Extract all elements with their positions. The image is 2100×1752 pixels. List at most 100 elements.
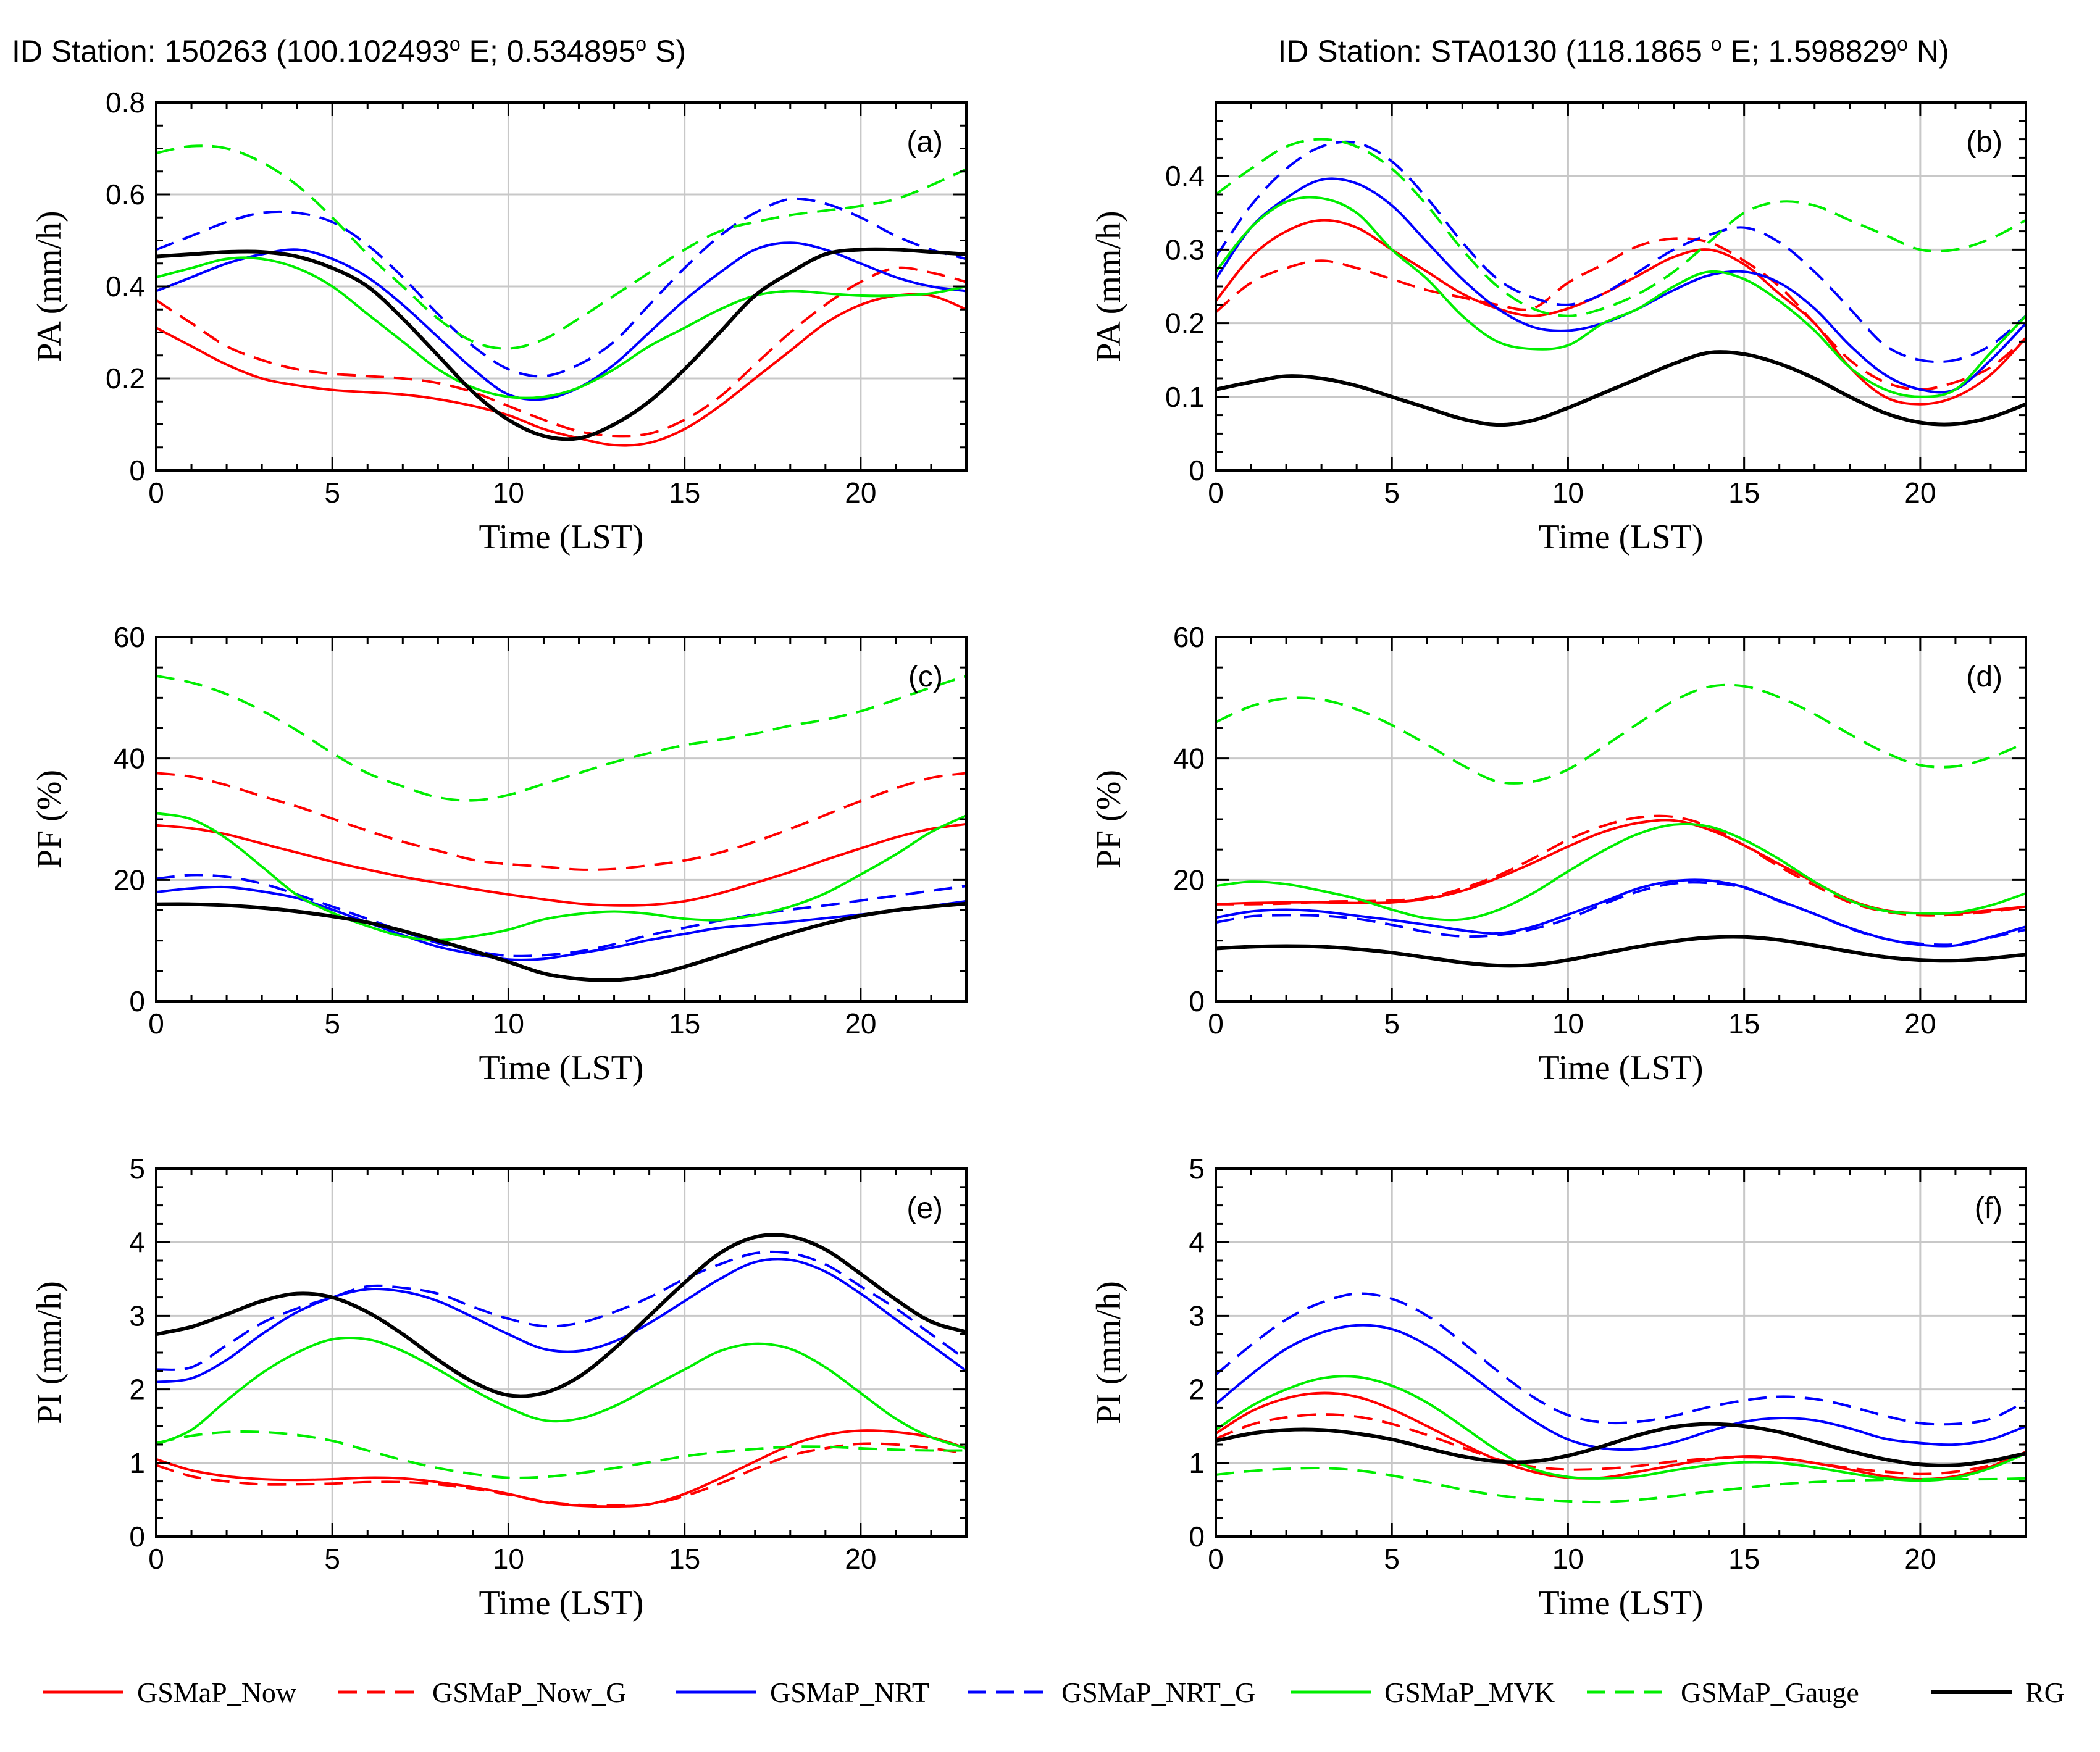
- x-tick-label-15-panel-f: 15: [1728, 1543, 1760, 1575]
- y-axis-label-panel-e: PI (mm/h): [30, 1281, 69, 1424]
- x-tick-label-20-panel-e: 20: [845, 1543, 876, 1575]
- y-tick-label-40-panel-d: 40: [1173, 743, 1205, 775]
- series-line-gsmap-gauge-panel-d: [1216, 683, 2026, 785]
- y-tick-label-0-2-panel-a: 0.2: [106, 362, 145, 394]
- y-tick-label-60-panel-d: 60: [1173, 621, 1205, 653]
- y-axis-label-panel-c: PF (%): [30, 770, 69, 869]
- series-line-gsmap-nrt-g-panel-d: [1216, 881, 2026, 946]
- x-tick-label-5-panel-b: 5: [1384, 477, 1400, 509]
- series-line-gsmap-nrt-g-panel-e: [156, 1250, 966, 1371]
- series-line-gsmap-now-g-panel-a: [156, 266, 966, 438]
- series-line-rg-panel-e: [156, 1233, 966, 1398]
- series-line-gsmap-mvk-panel-f: [1216, 1375, 2026, 1482]
- series-line-gsmap-gauge-panel-b: [1216, 138, 2026, 317]
- y-tick-label-2-panel-e: 2: [129, 1374, 145, 1406]
- panel-b-pa-station-sta0130: 0 5 10 15 20 0 0.1 0.2 0.3 0.4 Time (LST) PA (mm/h)…: [1090, 101, 2027, 556]
- panel-label-a: (a): [906, 126, 943, 159]
- series-line-gsmap-mvk-panel-a: [156, 256, 966, 399]
- x-tick-label-10-panel-d: 10: [1552, 1007, 1584, 1040]
- series-line-rg-panel-f: [1216, 1422, 2026, 1467]
- series-line-gsmap-mvk-panel-c: [156, 812, 966, 941]
- legend-label-gsmap-mvk: GSMaP_MVK: [1384, 1677, 1555, 1708]
- series-line-rg-panel-b: [1216, 350, 2026, 427]
- x-axis-label-panel-c: Time (LST): [479, 1049, 643, 1087]
- series-line-gsmap-mvk-panel-d: [1216, 822, 2026, 922]
- legend-label-rg: RG: [2025, 1677, 2065, 1708]
- legend-label-gsmap-now: GSMaP_Now: [137, 1677, 297, 1708]
- x-tick-label-10-panel-a: 10: [493, 477, 524, 509]
- x-axis-label-panel-e: Time (LST): [479, 1584, 643, 1622]
- y-axis-label-panel-a: PA (mm/h): [30, 211, 69, 362]
- x-tick-label-5-panel-a: 5: [324, 477, 340, 509]
- x-tick-label-5-panel-f: 5: [1384, 1543, 1400, 1575]
- x-tick-label-5-panel-d: 5: [1384, 1007, 1400, 1040]
- x-axis-label-panel-f: Time (LST): [1538, 1584, 1703, 1622]
- y-tick-label-60-panel-c: 60: [114, 621, 145, 653]
- x-tick-label-5-panel-e: 5: [324, 1543, 340, 1575]
- x-tick-label-5-panel-c: 5: [324, 1007, 340, 1040]
- x-tick-label-20-panel-f: 20: [1904, 1543, 1936, 1575]
- series-line-gsmap-gauge-panel-e: [156, 1430, 966, 1479]
- y-axis-label-panel-f: PI (mm/h): [1090, 1281, 1128, 1424]
- y-tick-label-2-panel-f: 2: [1189, 1374, 1205, 1406]
- x-tick-label-0-panel-a: 0: [148, 477, 164, 509]
- series-line-gsmap-nrt-g-panel-f: [1216, 1292, 2026, 1426]
- y-axis-label-panel-b: PA (mm/h): [1090, 211, 1128, 362]
- y-tick-label-0-panel-b: 0: [1189, 454, 1205, 486]
- series-line-gsmap-now-panel-b: [1216, 219, 2026, 406]
- y-tick-label-20-panel-d: 20: [1173, 864, 1205, 896]
- x-tick-label-20-panel-d: 20: [1904, 1007, 1936, 1040]
- y-tick-label-40-panel-c: 40: [114, 743, 145, 775]
- station-title-right: ID Station: STA0130 (118.1865 o E; 1.598…: [1278, 33, 1949, 69]
- series-line-gsmap-now-panel-f: [1216, 1391, 2026, 1480]
- series-line-gsmap-nrt-panel-e: [156, 1258, 966, 1383]
- series-line-gsmap-gauge-panel-a: [156, 144, 966, 350]
- legend-label-gsmap-nrt: GSMaP_NRT: [770, 1677, 929, 1708]
- y-tick-label-0-4-panel-b: 0.4: [1165, 160, 1205, 192]
- x-tick-label-10-panel-b: 10: [1552, 477, 1584, 509]
- panel-e-pi-station-150263: 0 5 10 15 20 0 1 2 3 4 5 Time (LST) PI (mm/h) (e): [30, 1153, 968, 1622]
- y-tick-label-5-panel-e: 5: [129, 1153, 145, 1185]
- series-line-gsmap-nrt-panel-f: [1216, 1324, 2026, 1451]
- panel-label-d: (d): [1966, 661, 2002, 693]
- y-tick-label-0-panel-e: 0: [129, 1520, 145, 1553]
- y-tick-label-0-panel-d: 0: [1189, 985, 1205, 1017]
- y-tick-label-0-3-panel-b: 0.3: [1165, 233, 1205, 265]
- x-tick-label-20-panel-b: 20: [1904, 477, 1936, 509]
- x-tick-label-20-panel-a: 20: [845, 477, 876, 509]
- y-tick-label-4-panel-f: 4: [1189, 1226, 1205, 1258]
- series-line-gsmap-nrt-g-panel-c: [156, 874, 966, 957]
- x-tick-label-0-panel-f: 0: [1208, 1543, 1224, 1575]
- series-line-rg-panel-d: [1216, 935, 2026, 968]
- y-tick-label-0-8-panel-a: 0.8: [106, 86, 145, 119]
- panel-label-e: (e): [906, 1192, 943, 1225]
- y-tick-label-0-2-panel-b: 0.2: [1165, 307, 1205, 340]
- x-tick-label-15-panel-a: 15: [669, 477, 700, 509]
- series-line-gsmap-now-panel-a: [156, 293, 966, 447]
- x-tick-label-15-panel-d: 15: [1728, 1007, 1760, 1040]
- y-tick-label-3-panel-e: 3: [129, 1299, 145, 1332]
- y-tick-label-20-panel-c: 20: [114, 864, 145, 896]
- x-axis-label-panel-b: Time (LST): [1538, 518, 1703, 556]
- y-tick-label-1-panel-e: 1: [129, 1447, 145, 1479]
- series-line-gsmap-now-panel-c: [156, 822, 966, 907]
- x-tick-label-15-panel-b: 15: [1728, 477, 1760, 509]
- y-tick-label-4-panel-e: 4: [129, 1226, 145, 1258]
- panel-a-pa-station-150263: 0 5 10 15 20 0 0.2 0.4 0.6 0.8 Time (LST) PA (mm/h)…: [30, 86, 968, 556]
- x-tick-label-10-panel-c: 10: [493, 1007, 524, 1040]
- legend: GSMaP_Now GSMaP_Now_G GSMaP_NRT GSMaP_NRT_G…: [43, 1677, 2065, 1708]
- series-line-gsmap-now-g-panel-e: [156, 1442, 966, 1507]
- x-tick-label-0-panel-d: 0: [1208, 1007, 1224, 1040]
- x-tick-label-0-panel-c: 0: [148, 1007, 164, 1040]
- y-tick-label-0-4-panel-a: 0.4: [106, 270, 145, 302]
- panel-label-b: (b): [1966, 126, 2002, 159]
- x-axis-label-panel-d: Time (LST): [1538, 1049, 1703, 1087]
- series-line-rg-panel-a: [156, 247, 966, 441]
- legend-label-gsmap-now-g: GSMaP_Now_G: [432, 1677, 626, 1708]
- y-tick-label-0-6-panel-a: 0.6: [106, 178, 145, 211]
- x-tick-label-0-panel-e: 0: [148, 1543, 164, 1575]
- x-tick-label-20-panel-c: 20: [845, 1007, 876, 1040]
- series-line-gsmap-gauge-panel-c: [156, 674, 966, 802]
- series-line-gsmap-nrt-g-panel-a: [156, 197, 966, 378]
